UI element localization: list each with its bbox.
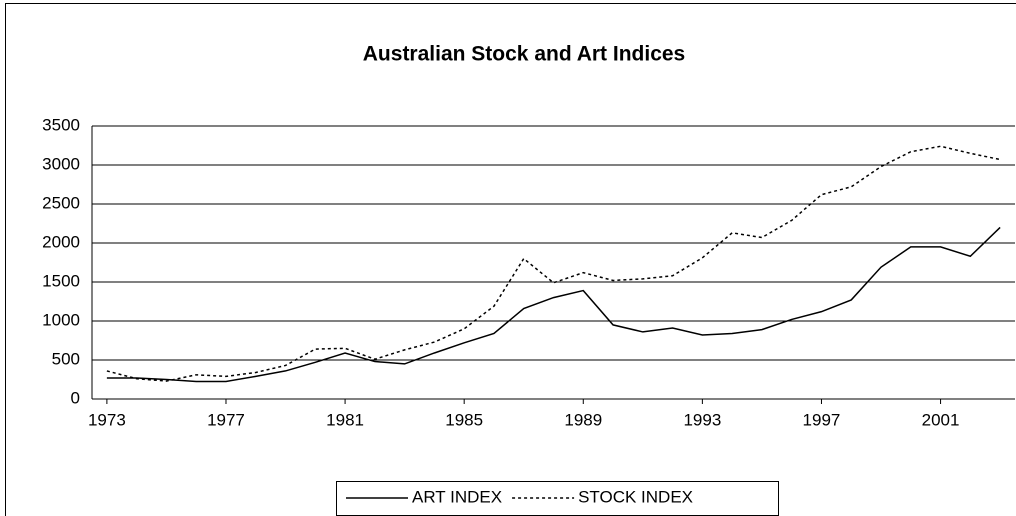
- x-tick-label: 1997: [803, 410, 841, 429]
- x-tick-label: 2001: [922, 410, 960, 429]
- x-tick-label: 1989: [564, 410, 602, 429]
- y-tick-label: 0: [71, 388, 80, 407]
- x-tick-label: 1993: [683, 410, 721, 429]
- chart-title: Australian Stock and Art Indices: [363, 43, 685, 66]
- y-tick-label: 3000: [42, 154, 80, 173]
- y-tick-label: 1500: [42, 271, 80, 290]
- y-tick-label: 2500: [42, 193, 80, 212]
- y-tick-label: 500: [52, 349, 80, 368]
- y-tick-label: 2000: [42, 232, 80, 251]
- legend-label: ART INDEX: [412, 487, 502, 506]
- x-tick-label: 1981: [326, 410, 364, 429]
- y-tick-label: 3500: [42, 115, 80, 134]
- series-line: [106, 145, 1001, 382]
- legend-label: STOCK INDEX: [578, 487, 693, 506]
- chart-frame: [5, 3, 1016, 516]
- x-tick-label: 1977: [207, 410, 245, 429]
- legend: ART INDEX STOCK INDEX: [336, 481, 779, 516]
- x-tick-label: 1985: [445, 410, 483, 429]
- series-line: [106, 226, 1001, 383]
- x-tick-label: 1973: [88, 410, 126, 429]
- y-tick-label: 1000: [42, 310, 80, 329]
- legend-box: [336, 481, 779, 516]
